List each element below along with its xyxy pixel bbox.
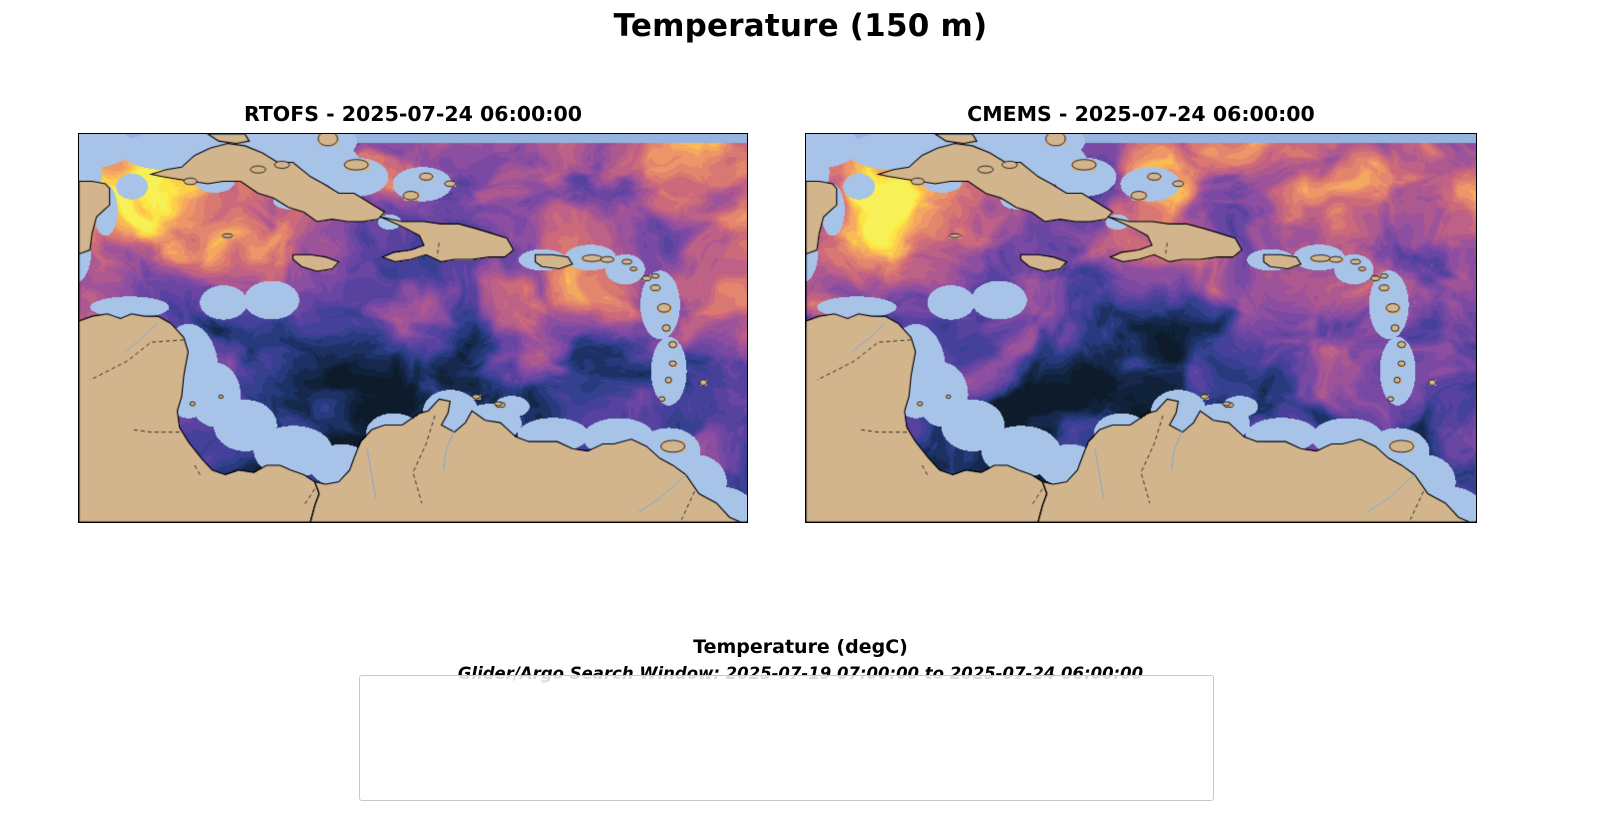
marker-overlay-rtofs <box>79 134 747 522</box>
figure-title: Temperature (150 m) <box>613 8 988 44</box>
legend[interactable] <box>359 675 1214 801</box>
colorbar-label: Temperature (degC) <box>693 636 908 658</box>
map-panel-rtofs[interactable] <box>78 133 748 523</box>
panel-title-rtofs: RTOFS - 2025-07-24 06:00:00 <box>243 102 583 126</box>
marker-overlay-cmems <box>806 134 1476 522</box>
temperature-field-rtofs <box>79 134 747 522</box>
panel-title-cmems: CMEMS - 2025-07-24 06:00:00 <box>967 102 1315 126</box>
temperature-field-cmems <box>806 134 1476 522</box>
colorbar <box>106 573 1440 607</box>
map-panel-cmems[interactable] <box>805 133 1477 523</box>
